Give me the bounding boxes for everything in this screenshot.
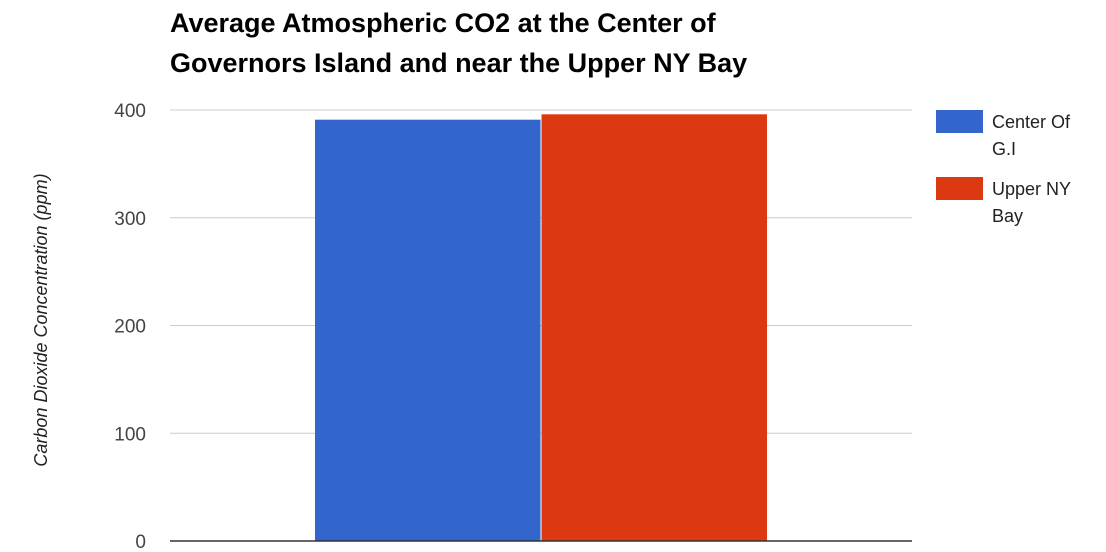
y-tick-label: 300 <box>114 209 146 230</box>
bar-upper-ny-bay <box>541 114 767 541</box>
legend-label: G.I <box>992 139 1016 159</box>
legend-item: Upper NY Bay <box>936 177 1071 226</box>
gridlines <box>170 109 912 434</box>
bars <box>315 114 767 541</box>
bar-center-of-gi <box>315 119 541 541</box>
legend: Center Of G.I Upper NY Bay <box>936 110 1071 226</box>
y-axis-ticks: 0 100 200 300 400 <box>114 101 146 552</box>
legend-item: Center Of G.I <box>936 110 1071 159</box>
legend-label: Upper NY <box>992 179 1071 199</box>
y-tick-label: 100 <box>114 424 146 445</box>
legend-swatch <box>936 110 983 133</box>
y-axis-label: Carbon Dioxide Concentration (ppm) <box>31 173 51 466</box>
y-tick-label: 400 <box>114 101 146 122</box>
legend-label: Bay <box>992 206 1023 226</box>
legend-label: Center Of <box>992 112 1071 132</box>
chart-title-line-1: Average Atmospheric CO2 at the Center of <box>170 8 717 38</box>
legend-swatch <box>936 177 983 200</box>
y-tick-label: 0 <box>135 532 146 552</box>
chart-title-line-2: Governors Island and near the Upper NY B… <box>170 48 747 78</box>
y-tick-label: 200 <box>114 317 146 338</box>
chart-title: Average Atmospheric CO2 at the Center of… <box>170 8 747 78</box>
